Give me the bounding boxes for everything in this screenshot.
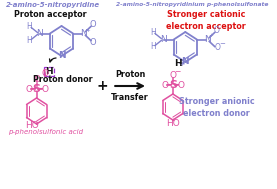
Text: O: O — [169, 70, 176, 80]
Text: O: O — [33, 75, 40, 84]
Text: Transfer: Transfer — [111, 93, 149, 102]
Text: +: + — [209, 33, 214, 38]
Text: S: S — [169, 80, 177, 90]
Text: N: N — [80, 29, 87, 38]
Text: 2-amino-5-nitropyridinium p-phenolsulfonate: 2-amino-5-nitropyridinium p-phenolsulfon… — [116, 2, 269, 7]
Text: HO: HO — [25, 122, 39, 130]
Text: Stronger anionic
electron donor: Stronger anionic electron donor — [179, 97, 254, 118]
Text: H: H — [45, 67, 53, 77]
Text: Proton: Proton — [115, 70, 145, 79]
Text: H: H — [174, 59, 182, 67]
Text: N: N — [36, 29, 43, 38]
Text: −: − — [219, 42, 225, 47]
Text: O: O — [89, 38, 96, 47]
Text: +: + — [97, 79, 108, 93]
Text: +: + — [179, 63, 184, 67]
Text: 2-amino-5-nitropyridine: 2-amino-5-nitropyridine — [6, 2, 100, 8]
Text: H: H — [27, 36, 32, 45]
Text: O: O — [177, 81, 184, 90]
Text: H: H — [150, 42, 156, 51]
Text: N: N — [181, 57, 189, 67]
Text: Stronger cationic
electron acceptor: Stronger cationic electron acceptor — [166, 10, 246, 31]
Text: H: H — [150, 28, 156, 37]
Text: N: N — [204, 35, 211, 44]
Text: S: S — [33, 84, 40, 94]
Text: Proton donor: Proton donor — [34, 74, 93, 84]
Bar — [44, 67, 54, 76]
Text: H: H — [27, 22, 32, 31]
FancyArrowPatch shape — [115, 83, 143, 89]
Text: O: O — [25, 84, 32, 94]
Text: +: + — [85, 28, 90, 33]
Text: O: O — [214, 26, 219, 35]
Text: O: O — [41, 84, 48, 94]
Text: HO: HO — [166, 119, 180, 128]
Text: O: O — [161, 81, 168, 90]
Text: O: O — [41, 68, 48, 77]
Text: O: O — [89, 20, 96, 29]
Text: N: N — [58, 51, 65, 60]
Text: N: N — [160, 35, 166, 44]
FancyArrowPatch shape — [50, 58, 56, 62]
Text: O: O — [214, 43, 220, 52]
Text: p-phenolsulfonic acid: p-phenolsulfonic acid — [8, 129, 83, 135]
Text: −: − — [174, 67, 181, 77]
Text: Proton acceptor: Proton acceptor — [14, 10, 86, 19]
